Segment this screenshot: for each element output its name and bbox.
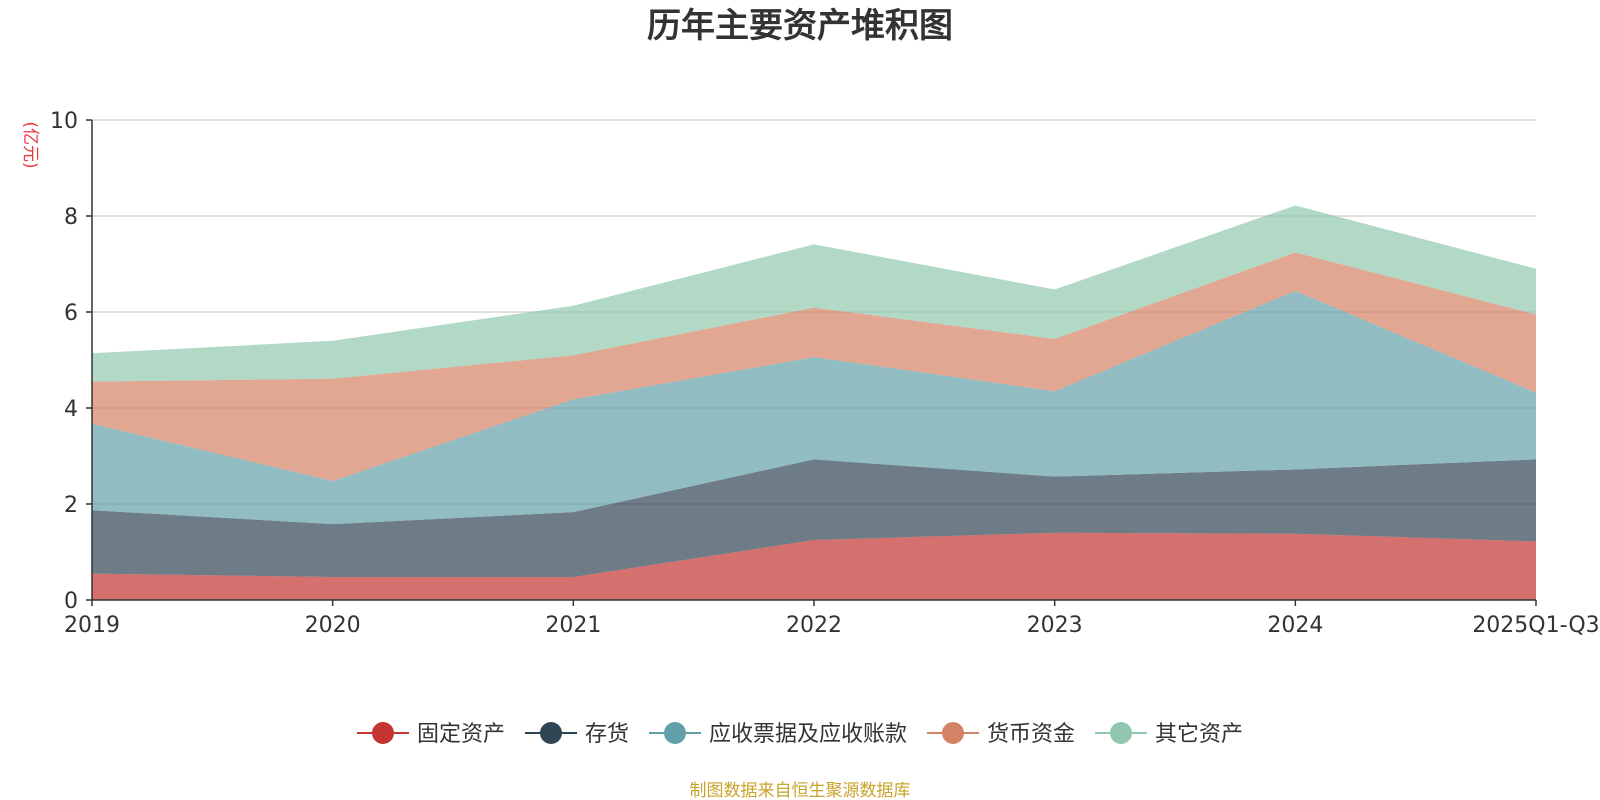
x-tick-label: 2024: [1267, 613, 1323, 638]
axes: 0 2 4 6 8 10 2019 2020 2021 2022 2023 2024 2025Q1-Q3: [50, 109, 1600, 638]
legend-marker: [942, 722, 964, 744]
legend: 固定资产 存货 应收票据及应收账款 货币资金 其它资产: [357, 722, 1243, 747]
area-series: [92, 205, 1536, 600]
x-tick-label: 2021: [545, 613, 601, 638]
y-tick-label: 8: [64, 205, 78, 230]
y-tick-label: 2: [64, 493, 78, 518]
y-tick-label: 6: [64, 301, 78, 326]
legend-item-5[interactable]: 其它资产: [1095, 722, 1243, 747]
legend-item-2[interactable]: 存货: [525, 722, 629, 747]
x-tick-label: 2022: [786, 613, 842, 638]
area-2: [92, 459, 1536, 577]
legend-label: 存货: [585, 722, 629, 747]
x-tick-label: 2025Q1-Q3: [1472, 613, 1599, 638]
x-tick-label: 2020: [305, 613, 361, 638]
y-tick-label: 10: [50, 109, 78, 134]
x-tick-label: 2019: [64, 613, 120, 638]
y-axis-unit: (亿元): [20, 121, 40, 168]
area-3: [92, 290, 1536, 525]
legend-label: 货币资金: [987, 722, 1075, 747]
data-source-footer: 制图数据来自恒生聚源数据库: [690, 781, 911, 800]
legend-marker: [372, 722, 394, 744]
legend-label: 应收票据及应收账款: [709, 722, 907, 747]
legend-marker: [1110, 722, 1132, 744]
legend-marker: [664, 722, 686, 744]
legend-item-4[interactable]: 货币资金: [927, 722, 1075, 747]
y-tick-label: 0: [64, 589, 78, 614]
area-4: [92, 252, 1536, 481]
y-tick-label: 4: [64, 397, 78, 422]
legend-label: 固定资产: [417, 722, 505, 747]
legend-marker: [540, 722, 562, 744]
x-tick-label: 2023: [1027, 613, 1083, 638]
area-1: [92, 532, 1536, 600]
legend-label: 其它资产: [1155, 722, 1243, 747]
legend-item-3[interactable]: 应收票据及应收账款: [649, 722, 907, 747]
chart-title: 历年主要资产堆积图: [647, 6, 953, 46]
legend-item-1[interactable]: 固定资产: [357, 722, 505, 747]
area-5: [92, 205, 1536, 382]
